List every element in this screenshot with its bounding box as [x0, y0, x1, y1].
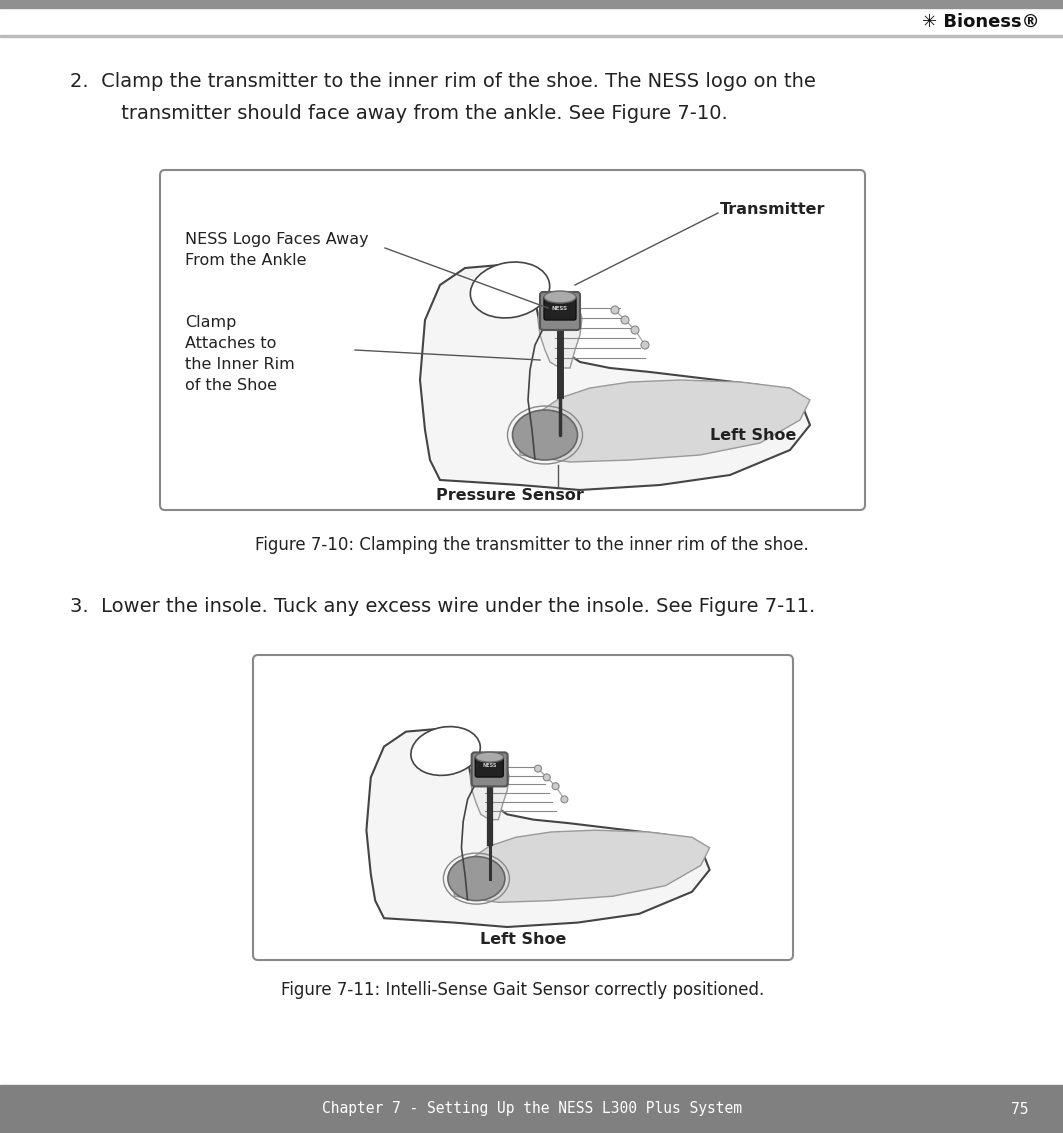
Text: Figure 7-11: Intelli-Sense Gait Sensor correctly positioned.: Figure 7-11: Intelli-Sense Gait Sensor c… — [282, 981, 764, 999]
Bar — [0, 1085, 1063, 1133]
Circle shape — [641, 341, 649, 349]
Text: Left Shoe: Left Shoe — [479, 932, 567, 947]
Circle shape — [621, 316, 629, 324]
Circle shape — [561, 795, 568, 803]
Circle shape — [611, 306, 619, 314]
Circle shape — [535, 765, 541, 772]
PathPatch shape — [454, 830, 710, 902]
Ellipse shape — [470, 262, 550, 318]
Ellipse shape — [512, 410, 577, 460]
Text: Left Shoe: Left Shoe — [710, 427, 796, 443]
Ellipse shape — [475, 752, 504, 763]
Circle shape — [543, 774, 551, 781]
Text: Clamp
Attaches to
the Inner Rim
of the Shoe: Clamp Attaches to the Inner Rim of the S… — [185, 315, 294, 393]
Text: Figure 7-10: Clamping the transmitter to the inner rim of the shoe.: Figure 7-10: Clamping the transmitter to… — [255, 536, 809, 554]
Circle shape — [552, 783, 559, 790]
FancyBboxPatch shape — [472, 752, 508, 786]
Text: 3.  Lower the insole. Tuck any excess wire under the insole. See Figure 7-11.: 3. Lower the insole. Tuck any excess wir… — [70, 597, 815, 616]
FancyBboxPatch shape — [475, 756, 503, 777]
Text: ✳ Bioness®: ✳ Bioness® — [923, 12, 1040, 31]
Bar — [0, 35, 1063, 37]
Ellipse shape — [448, 857, 505, 901]
FancyBboxPatch shape — [540, 292, 580, 330]
Text: 2.  Clamp the transmitter to the inner rim of the shoe. The NESS logo on the: 2. Clamp the transmitter to the inner ri… — [70, 73, 816, 91]
Bar — [0, 0, 1063, 8]
Ellipse shape — [544, 291, 576, 303]
Text: Transmitter: Transmitter — [720, 203, 826, 218]
FancyBboxPatch shape — [253, 655, 793, 960]
Text: Pressure Sensor: Pressure Sensor — [436, 488, 584, 503]
Ellipse shape — [411, 726, 480, 775]
Text: NESS Logo Faces Away
From the Ankle: NESS Logo Faces Away From the Ankle — [185, 232, 369, 269]
Text: Chapter 7 - Setting Up the NESS L300 Plus System: Chapter 7 - Setting Up the NESS L300 Plu… — [322, 1101, 742, 1116]
PathPatch shape — [367, 729, 710, 927]
Circle shape — [631, 326, 639, 334]
PathPatch shape — [538, 295, 583, 368]
PathPatch shape — [470, 756, 509, 819]
Text: 75: 75 — [1011, 1101, 1029, 1116]
Text: NESS: NESS — [483, 763, 496, 768]
PathPatch shape — [520, 380, 810, 462]
PathPatch shape — [420, 265, 810, 489]
FancyBboxPatch shape — [161, 170, 865, 510]
Text: NESS: NESS — [552, 306, 568, 310]
FancyBboxPatch shape — [544, 296, 576, 320]
Text: transmitter should face away from the ankle. See Figure 7-10.: transmitter should face away from the an… — [90, 104, 728, 123]
